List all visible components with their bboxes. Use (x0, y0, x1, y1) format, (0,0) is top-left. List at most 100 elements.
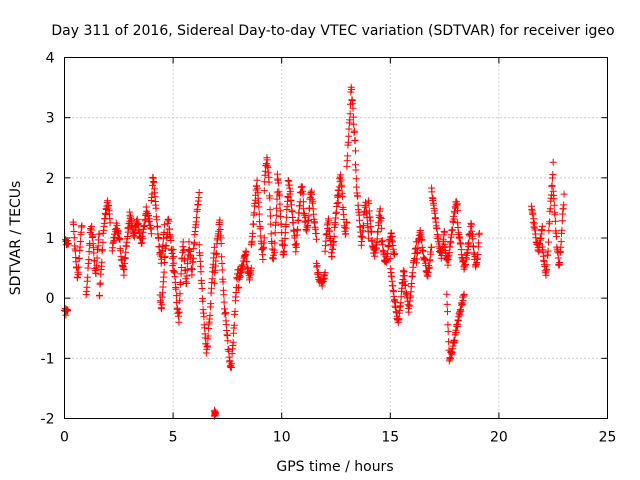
data-point (452, 329, 460, 337)
data-point (405, 308, 413, 316)
data-point (250, 220, 257, 228)
data-point (154, 222, 161, 230)
data-point (358, 233, 366, 241)
data-point (345, 132, 353, 140)
data-point (76, 238, 84, 245)
data-point (546, 205, 554, 213)
data-point (222, 308, 230, 316)
data-point (469, 235, 477, 243)
y-tick-label: 3 (46, 111, 55, 127)
data-point (73, 264, 81, 272)
data-point (377, 214, 385, 222)
data-point (444, 261, 452, 269)
data-point (113, 221, 121, 229)
data-point (170, 253, 177, 261)
data-point (168, 254, 176, 262)
grid-lines (64, 57, 608, 419)
data-point (247, 264, 255, 272)
data-point (85, 248, 93, 256)
data-point (344, 152, 352, 160)
data-point (161, 252, 169, 260)
data-point (120, 266, 128, 274)
data-point (85, 256, 93, 264)
data-point (155, 234, 163, 241)
data-point (134, 220, 142, 228)
data-point (268, 245, 276, 253)
data-point (330, 232, 338, 240)
data-point (255, 203, 263, 211)
data-point (449, 226, 457, 234)
data-point (104, 197, 112, 205)
data-point (349, 104, 357, 112)
data-point (558, 226, 566, 234)
data-point (271, 239, 279, 247)
data-point (267, 230, 275, 238)
data-point (250, 209, 258, 217)
data-point (315, 269, 323, 276)
data-point (196, 251, 204, 259)
data-point (216, 226, 224, 233)
data-point (172, 285, 180, 293)
data-point (70, 234, 78, 242)
data-point (235, 283, 243, 291)
data-point (266, 194, 274, 202)
data-point (259, 256, 267, 263)
data-point (277, 213, 285, 220)
data-point (212, 410, 219, 418)
data-point (376, 205, 384, 213)
data-point (172, 292, 180, 300)
data-point (220, 291, 228, 299)
data-point (106, 219, 114, 227)
data-point (243, 258, 251, 266)
data-point (384, 250, 392, 258)
data-point (342, 224, 350, 232)
data-point (474, 251, 482, 259)
data-point (271, 249, 278, 257)
plot-frame (64, 57, 608, 419)
data-point (208, 275, 216, 283)
data-point (204, 342, 211, 350)
data-point (348, 86, 356, 93)
data-point (560, 201, 568, 209)
data-point (460, 290, 468, 298)
data-point (331, 221, 339, 229)
data-point (256, 225, 264, 233)
data-point (374, 228, 382, 236)
data-point (83, 283, 91, 291)
data-point (373, 235, 381, 243)
data-point (454, 207, 462, 215)
data-point (365, 199, 373, 207)
data-point (557, 238, 565, 246)
data-point (200, 313, 208, 321)
data-point (321, 269, 329, 277)
data-point (160, 228, 168, 236)
data-point (75, 263, 83, 271)
data-point (294, 216, 302, 224)
data-point (95, 230, 103, 238)
data-point (96, 291, 104, 299)
data-point (220, 298, 228, 306)
data-point (267, 212, 274, 220)
data-point (333, 200, 341, 207)
data-point (453, 200, 461, 208)
data-point (351, 136, 359, 144)
data-point (216, 216, 224, 224)
data-point (265, 178, 273, 186)
data-point (349, 113, 357, 121)
data-point (549, 171, 557, 178)
data-point (425, 263, 433, 271)
data-point (193, 214, 201, 222)
data-point (281, 229, 289, 237)
data-point (64, 240, 72, 248)
data-point (530, 215, 538, 223)
data-point (176, 297, 184, 305)
data-point (224, 337, 232, 345)
data-point (556, 259, 564, 266)
data-point (386, 255, 394, 263)
data-point (365, 207, 373, 215)
data-point (93, 261, 101, 269)
data-point (226, 357, 234, 365)
data-point (293, 240, 300, 248)
data-point (352, 166, 360, 174)
